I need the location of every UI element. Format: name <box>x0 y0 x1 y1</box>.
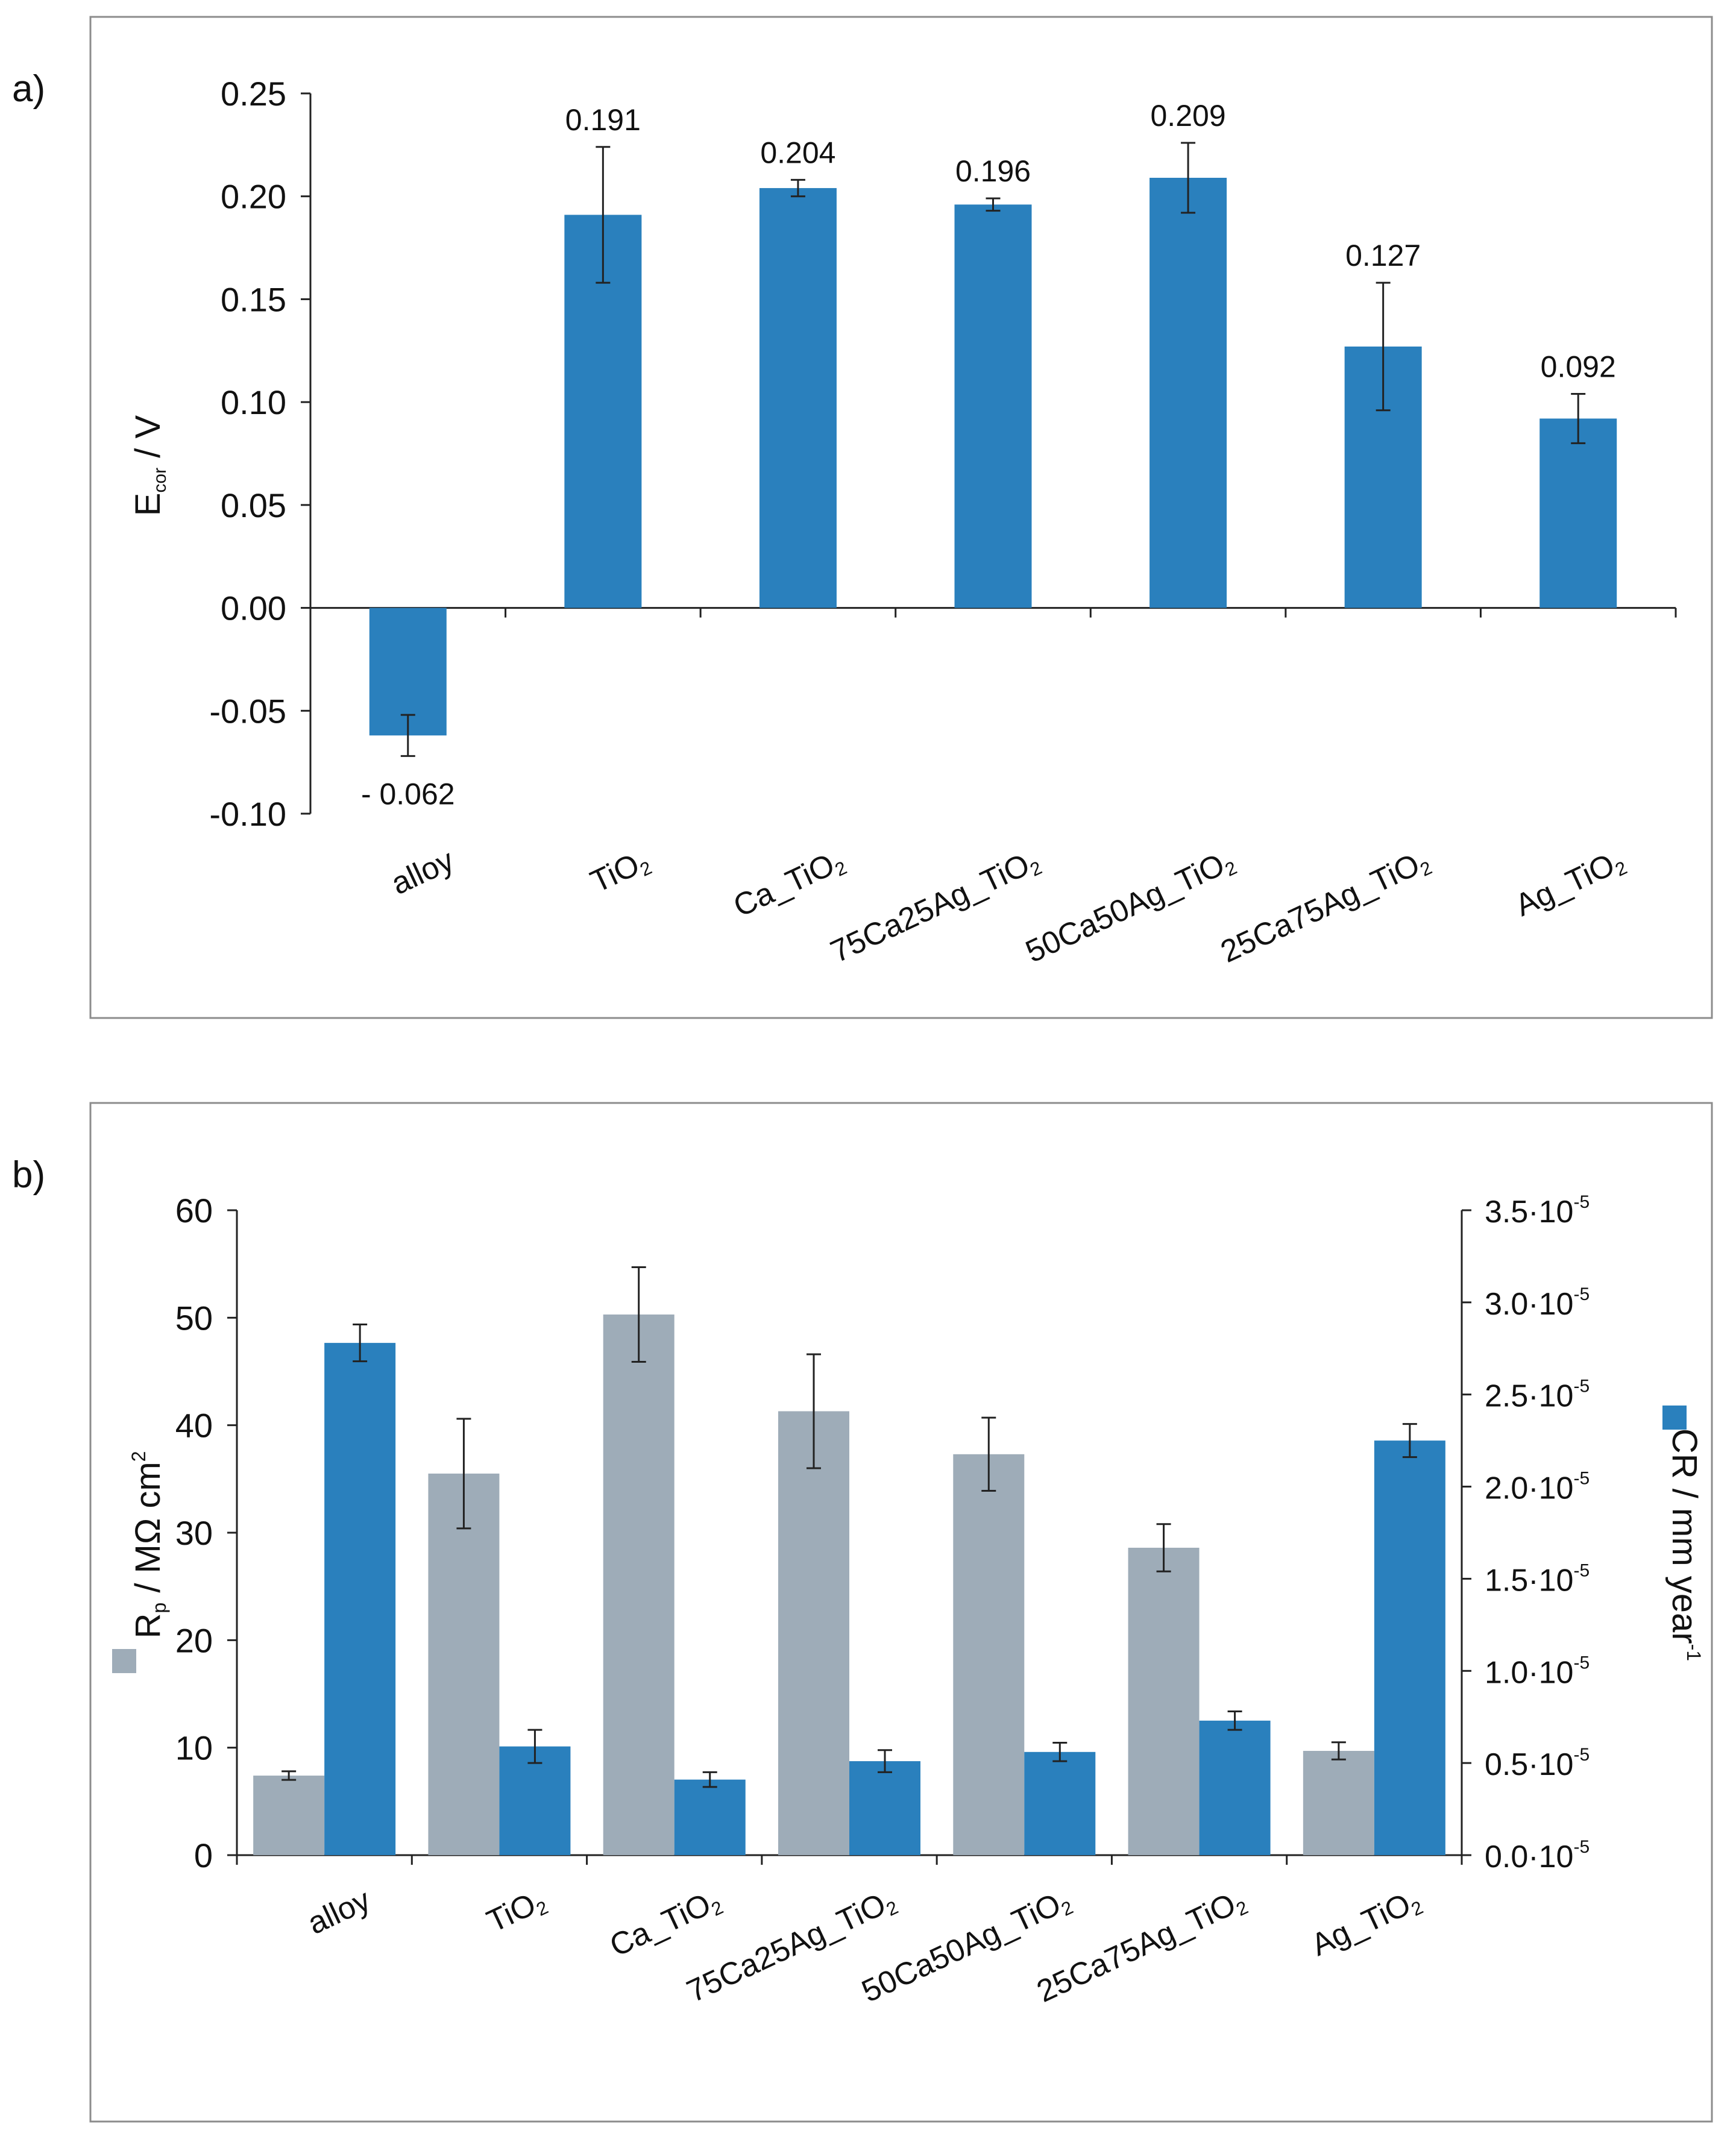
panel-a-category-label: 75Ca25Ag_TiO2 <box>825 843 1045 971</box>
panel-b-label: b) <box>12 1154 45 1196</box>
panel-b-left-tick-label: 20 <box>175 1621 213 1659</box>
panel-b-right-tick-label: 0.5·10-5 <box>1485 1745 1590 1782</box>
panel-b-legend-swatch-rp <box>112 1649 136 1673</box>
panel-a-category-label: Ag_TiO2 <box>1510 843 1630 925</box>
panel-a-y-tick-label: 0.20 <box>221 178 286 216</box>
panel-a-y-tick-label: -0.05 <box>209 692 286 730</box>
panel-a-y-tick-label: -0.10 <box>209 795 286 833</box>
panel-b-frame <box>89 1102 1713 2123</box>
panel-a-value-label: 0.204 <box>760 136 835 169</box>
panel-b-bar-rp <box>253 1776 325 1855</box>
panel-b-right-axis-title: CR / mm year-1 <box>1665 1428 1705 1661</box>
panel-b-bar-cr <box>499 1746 571 1855</box>
panel-a-value-label: 0.127 <box>1345 239 1421 272</box>
panel-b-bar-cr <box>849 1761 920 1855</box>
panel-a-category-label: 25Ca75Ag_TiO2 <box>1215 843 1435 971</box>
panel-a-value-label: 0.191 <box>565 103 641 137</box>
panel-b-left-tick-label: 40 <box>175 1407 213 1445</box>
panel-b-bar-rp <box>603 1314 675 1855</box>
panel-b-category-label: TiO2 <box>482 1882 552 1941</box>
panel-b-bar-cr <box>324 1343 396 1855</box>
panel-b-right-tick-label: 1.0·10-5 <box>1485 1653 1590 1690</box>
panel-b-right-tick-label: 0.0·10-5 <box>1485 1837 1590 1874</box>
panel-b-right-tick-label: 1.5·10-5 <box>1485 1560 1590 1598</box>
panel-a-frame <box>89 16 1713 1019</box>
panel-b-right-tick-label: 3.5·10-5 <box>1485 1192 1590 1230</box>
panel-a-value-label: 0.092 <box>1541 350 1616 383</box>
panel-b-bar-rp <box>778 1411 849 1855</box>
panel-b-bar-cr <box>1374 1440 1445 1855</box>
panel-a-bar <box>954 204 1032 608</box>
panel-a-y-tick-label: 0.15 <box>221 280 286 318</box>
panel-a-y-tick-label: 0.25 <box>221 75 286 113</box>
panel-a-category-label: TiO2 <box>585 843 655 901</box>
panel-b-right-tick-label: 2.0·10-5 <box>1485 1469 1590 1506</box>
panel-a-category-label: Ca_TiO2 <box>728 843 850 925</box>
panel-a-y-tick-label: 0.00 <box>221 589 286 627</box>
panel-b-bar-cr <box>674 1779 746 1855</box>
panel-a-value-label: - 0.062 <box>361 777 455 811</box>
panel-b-left-tick-label: 10 <box>175 1729 213 1767</box>
panel-a-y-tick-label: 0.10 <box>221 383 286 421</box>
panel-a-value-label: 0.209 <box>1151 99 1226 133</box>
panel-b-bar-rp <box>428 1473 500 1855</box>
panel-b-category-label: Ca_TiO2 <box>605 1882 726 1965</box>
panel-b-category-label: Ag_TiO2 <box>1306 1882 1426 1964</box>
panel-b-category-label: alloy <box>303 1882 376 1941</box>
panel-b-right-tick-label: 3.0·10-5 <box>1485 1284 1590 1322</box>
panel-a-chart: -0.10 -0.05 0.00 0.05 0.10 0.15 0.20 0.25 Ecor /… <box>128 75 1677 971</box>
panel-b-left-tick-label: 60 <box>175 1192 213 1230</box>
panel-b-chart: 0 10 20 30 40 50 60 0.0·10-5 0.5·10-5 1.0·10-5 1.5… <box>112 1192 1705 2009</box>
panel-a-bar <box>1539 418 1617 608</box>
panel-b-left-tick-label: 50 <box>175 1299 213 1337</box>
panel-b-bar-cr <box>1024 1751 1096 1855</box>
panel-a-value-label: 0.196 <box>955 154 1031 188</box>
panel-a-category-label: alloy <box>386 843 459 902</box>
panel-b-legend-swatch-cr <box>1662 1406 1687 1430</box>
panel-a-y-tick-label: 0.05 <box>221 486 286 524</box>
panel-a-bar <box>759 188 837 608</box>
panel-b-left-tick-label: 30 <box>175 1514 213 1552</box>
panel-b-right-tick-label: 2.5·10-5 <box>1485 1377 1590 1414</box>
panel-b-bar-rp <box>953 1454 1025 1855</box>
panel-b-bar-cr <box>1199 1720 1271 1855</box>
panel-a-bar <box>1149 177 1227 608</box>
panel-a-category-label: 50Ca50Ag_TiO2 <box>1021 843 1241 971</box>
panel-b-left-tick-label: 0 <box>194 1836 213 1874</box>
panel-b-bar-rp <box>1128 1547 1200 1855</box>
panel-a-label: a) <box>12 68 45 110</box>
panel-b-bar-rp <box>1303 1751 1374 1855</box>
panel-b-left-axis-title: Rp / MΩ cm2 <box>128 1451 170 1639</box>
panel-a-y-axis-title: Ecor / V <box>128 415 170 516</box>
